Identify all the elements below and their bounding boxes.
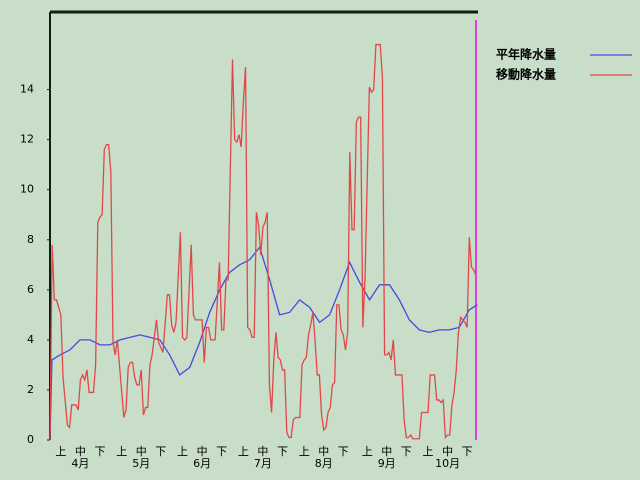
series-line <box>49 43 477 441</box>
x-tick-label: 中 <box>75 445 86 458</box>
legend-label: 移動降水量 <box>496 67 556 82</box>
x-tick-label: 上 <box>177 445 188 458</box>
x-tick-label: 上 <box>55 445 66 458</box>
y-tick-label: 4 <box>27 333 34 346</box>
x-tick-label: 中 <box>197 445 208 458</box>
y-tick-label: 12 <box>20 133 34 146</box>
x-tick-label: 下 <box>401 445 412 458</box>
x-tick-label: 下 <box>155 445 166 458</box>
x-tick-label: 上 <box>299 445 310 458</box>
month-label: 6月 <box>193 457 211 470</box>
x-tick-label: 上 <box>116 445 127 458</box>
y-tick-label: 2 <box>27 383 34 396</box>
x-tick-label: 中 <box>442 445 453 458</box>
month-label: 9月 <box>378 457 396 470</box>
y-tick-label: 8 <box>27 233 34 246</box>
x-tick-label: 上 <box>238 445 249 458</box>
x-tick-label: 下 <box>216 445 227 458</box>
month-label: 8月 <box>315 457 333 470</box>
x-tick-label: 中 <box>257 445 268 458</box>
legend-label: 平年降水量 <box>496 47 556 62</box>
y-tick-label: 14 <box>20 83 34 96</box>
x-tick-label: 下 <box>277 445 288 458</box>
x-tick-label: 中 <box>381 445 392 458</box>
x-tick-label: 下 <box>94 445 105 458</box>
y-tick-label: 10 <box>20 183 34 196</box>
month-label: 5月 <box>132 457 150 470</box>
x-tick-label: 上 <box>423 445 434 458</box>
x-tick-label: 中 <box>318 445 329 458</box>
x-tick-label: 下 <box>338 445 349 458</box>
y-tick-label: 0 <box>27 433 34 446</box>
x-tick-label: 中 <box>136 445 147 458</box>
y-tick-label: 6 <box>27 283 34 296</box>
x-tick-label: 下 <box>462 445 473 458</box>
x-tick-label: 上 <box>362 445 373 458</box>
month-label: 10月 <box>435 457 460 470</box>
month-label: 4月 <box>71 457 89 470</box>
month-label: 7月 <box>254 457 272 470</box>
